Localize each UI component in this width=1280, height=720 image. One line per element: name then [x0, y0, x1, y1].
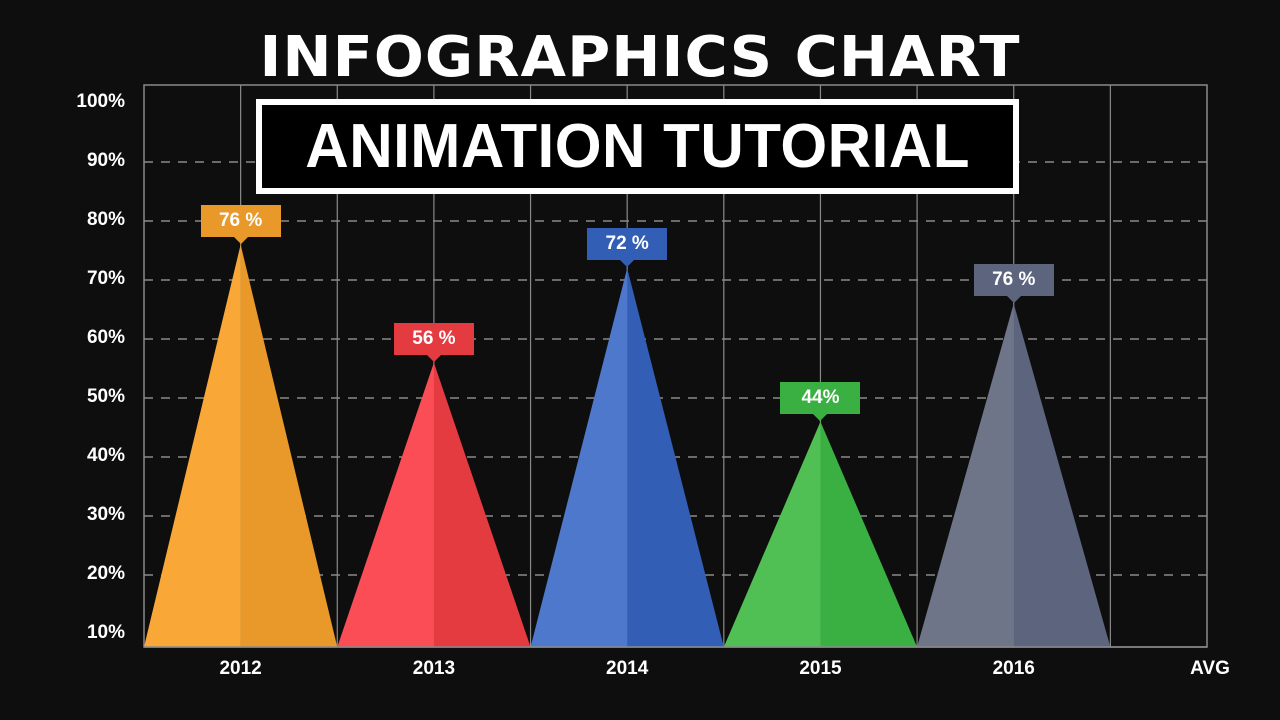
y-tick-label: 100%: [76, 91, 125, 112]
data-label-2014: 72 %: [587, 228, 668, 268]
chart-title: INFOGRAPHICS CHART: [259, 25, 1021, 90]
triangle-bar-right: [433, 362, 531, 647]
y-tick-label: 90%: [86, 150, 125, 171]
y-tick-label: 10%: [86, 622, 125, 643]
y-tick-label: 60%: [86, 327, 125, 348]
triangle-bar-left: [337, 362, 434, 647]
triangle-bar-right: [820, 421, 918, 647]
triangle-bar-right: [240, 244, 338, 647]
y-tick-label: 70%: [86, 268, 125, 289]
triangle-bar-left: [144, 244, 241, 647]
x-tick-label: 2015: [799, 658, 842, 679]
y-tick-label: 20%: [86, 563, 125, 584]
x-tick-label: 2013: [412, 658, 456, 679]
triangle-bar-right: [627, 268, 724, 647]
subtitle-banner: ANIMATION TUTORIAL: [256, 99, 1019, 194]
y-tick-label: 30%: [86, 504, 125, 525]
triangle-bar-right: [1013, 303, 1111, 647]
data-label-2013: 56 %: [393, 322, 474, 362]
triangle-bar-left: [917, 303, 1014, 647]
data-label-2012: 76 %: [200, 204, 281, 244]
x-tick-label: AVG: [1190, 658, 1230, 679]
x-tick-label: 2012: [219, 658, 262, 679]
chart-subtitle: ANIMATION TUTORIAL: [305, 112, 970, 181]
data-label-2016: 76 %: [973, 263, 1054, 303]
y-tick-label: 40%: [86, 445, 125, 466]
x-tick-label: 2016: [992, 658, 1035, 679]
x-tick-label: 2014: [606, 658, 649, 679]
triangle-bar-left: [530, 268, 628, 647]
y-tick-label: 80%: [86, 209, 125, 230]
y-tick-label: 50%: [86, 386, 125, 407]
data-label-2015: 44%: [780, 381, 861, 421]
triangle-bar-left: [723, 421, 821, 647]
